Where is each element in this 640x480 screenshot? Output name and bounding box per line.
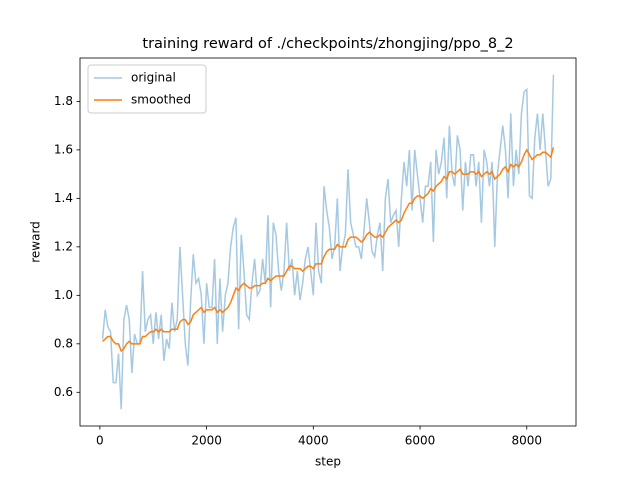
y-tick-label: 1.0 [54,288,73,302]
legend: original smoothed [87,64,207,114]
y-tick-label: 0.8 [54,336,73,350]
x-tick-label: 4000 [298,434,329,448]
y-tick-label: 1.4 [54,191,73,205]
series-line [102,147,555,353]
axes-frame [79,57,577,427]
x-tick-label: 2000 [191,434,222,448]
x-axis-label: step [315,455,341,469]
legend-label: original [131,71,176,85]
y-axis-label: reward [29,221,43,263]
legend-box [87,64,207,114]
chart-title: training reward of ./checkpoints/zhongji… [142,36,513,52]
y-tick-label: 1.8 [54,94,73,108]
x-tick-label: 8000 [512,434,543,448]
x-tick-label: 6000 [405,434,436,448]
y-tick-label: 1.2 [54,239,73,253]
legend-label: smoothed [131,93,191,107]
series-line [101,74,555,410]
x-tick-label: 0 [96,434,104,448]
y-tick-label: 0.6 [54,385,73,399]
y-tick-label: 1.6 [54,142,73,156]
